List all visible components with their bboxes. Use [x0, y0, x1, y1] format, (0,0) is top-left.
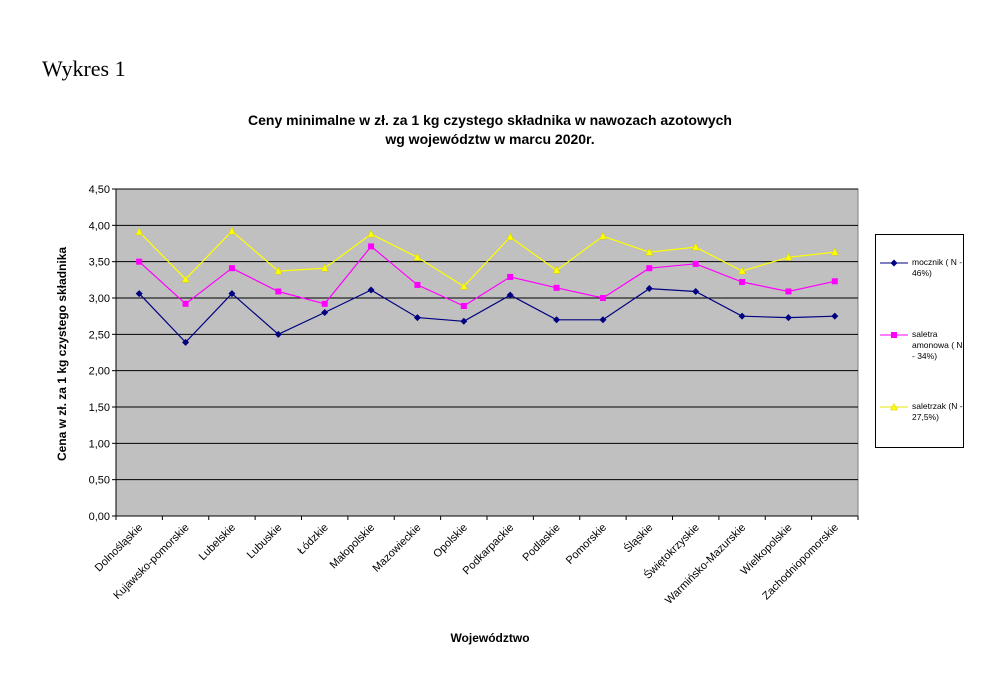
data-point [321, 309, 329, 317]
data-point [506, 291, 514, 299]
data-point [367, 286, 375, 294]
data-point [785, 288, 792, 295]
y-tick-label: 4,00 [89, 220, 110, 232]
data-point [599, 231, 607, 240]
data-point [784, 314, 792, 322]
data-point [553, 284, 560, 291]
data-point [320, 263, 329, 272]
data-point [599, 316, 607, 324]
data-point [645, 285, 653, 293]
data-point [274, 266, 283, 275]
data-point [181, 274, 190, 283]
x-tick-label: Podlaskie [520, 522, 562, 564]
data-point [228, 265, 235, 272]
data-point [831, 278, 838, 285]
series-line [138, 245, 835, 307]
series-line [138, 230, 835, 288]
x-tick-label: Małopolskie [328, 522, 378, 572]
y-tick-label: 0,50 [89, 475, 110, 487]
series-line [138, 287, 835, 344]
plot-area [115, 188, 859, 517]
data-point [414, 281, 421, 288]
data-point [830, 247, 839, 256]
x-axis-label: Województwo [450, 631, 529, 645]
y-tick-label: 4,50 [89, 184, 110, 196]
data-point [507, 273, 514, 280]
data-point [321, 300, 328, 307]
chart-title: Ceny minimalne w zł. za 1 kg czystego sk… [248, 112, 732, 128]
data-point [368, 243, 375, 250]
y-tick-label: 0,00 [89, 511, 110, 523]
legend-marker-square [880, 332, 908, 338]
plot-background [115, 188, 859, 517]
data-point [228, 290, 236, 298]
legend-label: saletra amonowa ( N - 34%) [912, 329, 963, 361]
data-point [784, 252, 793, 261]
data-point [646, 265, 653, 272]
data-point [691, 242, 700, 251]
x-tick-label: Warmińsko-Mazurskie [663, 522, 748, 607]
y-tick-label: 1,50 [89, 402, 110, 414]
y-axis-label: Cena w zł. za 1 kg czystego składnika [55, 247, 69, 461]
data-point [413, 252, 422, 261]
x-tick-label: Lubelskie [197, 522, 238, 563]
x-tick-label: Pomorskie [564, 522, 609, 567]
data-point [738, 266, 746, 275]
x-tick-label: Zachodniopomorskie [760, 522, 841, 603]
data-point [460, 302, 467, 309]
legend-marker-diamond [880, 259, 908, 267]
x-tick-label: Śląskie [621, 521, 655, 555]
data-point [182, 338, 190, 346]
x-tick-label: Opolskie [431, 522, 470, 561]
legend-label: mocznik ( N - 46%) [912, 257, 963, 278]
series-0 [135, 285, 839, 346]
data-point [739, 279, 746, 286]
data-point [136, 258, 143, 265]
data-point [135, 227, 144, 236]
series-2 [135, 226, 839, 290]
data-point [182, 300, 189, 307]
data-point [274, 330, 282, 338]
data-point [692, 260, 699, 267]
series-1 [136, 243, 838, 309]
y-tick-label: 2,00 [89, 366, 110, 378]
data-point [228, 226, 236, 235]
chart-legend: mocznik ( N - 46%) saletra amonowa ( N -… [875, 234, 964, 448]
legend-label: saletrzak (N - 27,5%) [912, 401, 963, 422]
data-point [645, 247, 654, 256]
data-point [460, 317, 468, 325]
y-tick-label: 1,00 [89, 438, 110, 450]
data-point [135, 290, 143, 298]
chart-subtitle: wg województw w marcu 2020r. [385, 131, 595, 147]
data-point [367, 229, 375, 238]
series-group [135, 226, 839, 346]
y-tick-label: 2,50 [89, 329, 110, 341]
x-tick-label: Mazowieckie [371, 522, 424, 575]
data-point [738, 312, 746, 320]
data-point [413, 314, 421, 322]
data-point [275, 288, 282, 295]
y-tick-label: 3,50 [89, 257, 110, 269]
data-point [459, 281, 468, 290]
data-point [553, 316, 561, 324]
data-point [552, 265, 561, 274]
data-point [599, 295, 606, 301]
data-point [831, 312, 839, 320]
data-point [692, 287, 700, 295]
x-tick-label: Łódzkie [296, 522, 331, 557]
page-heading: Wykres 1 [42, 56, 126, 81]
data-point [506, 232, 515, 241]
x-tick-label: Lubuskie [245, 522, 285, 562]
legend-marker-triangle [880, 402, 908, 411]
y-tick-label: 3,00 [89, 293, 110, 305]
